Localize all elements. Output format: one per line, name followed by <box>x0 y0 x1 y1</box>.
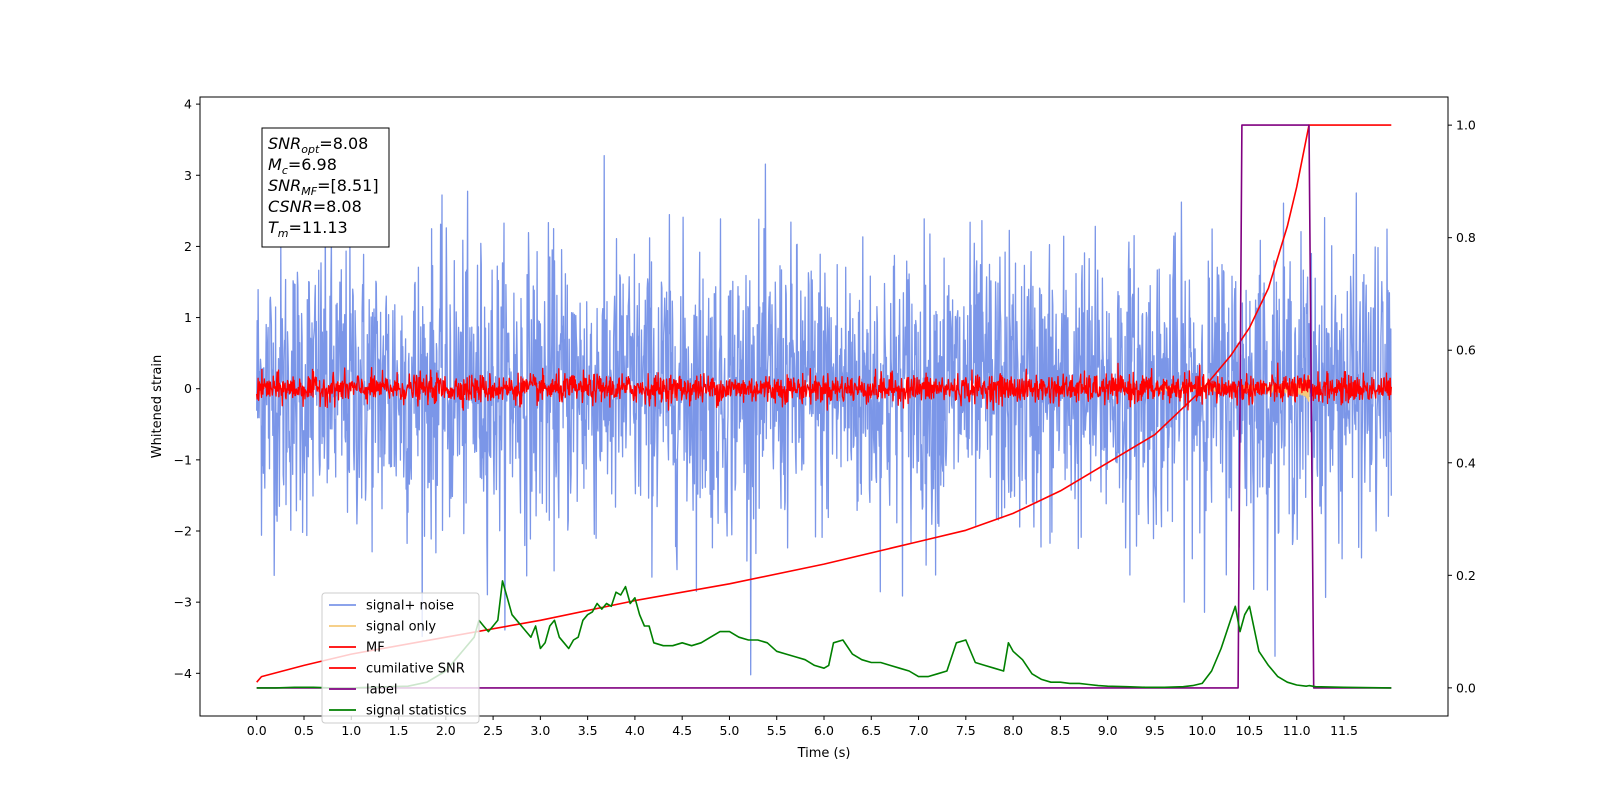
info-line: Mc=6.98 <box>268 155 337 177</box>
x-tick-label: 3.0 <box>530 723 550 738</box>
info-box-frame <box>261 127 390 248</box>
x-tick-label: 5.0 <box>720 723 740 738</box>
series-line-mf <box>256 362 1392 411</box>
legend-label: signal statistics <box>366 704 467 719</box>
x-tick-label: 3.5 <box>578 723 598 738</box>
legend-label: signal+ noise <box>366 599 454 614</box>
x-tick-label: 8.5 <box>1050 723 1070 738</box>
info-line: CSNR=8.08 <box>268 197 362 216</box>
x-axis-label: Time (s) <box>797 746 851 761</box>
legend: signal+ noise signal only MF cumilative SNR… <box>321 592 480 724</box>
legend-label: signal only <box>366 620 436 635</box>
x-tick-label: 0.5 <box>294 723 314 738</box>
y-axis-label: Whitened strain <box>150 355 165 458</box>
y2-tick-label: 0.6 <box>1456 343 1476 358</box>
x-tick-label: 10.5 <box>1236 723 1264 738</box>
y-tick-label: 1 <box>184 310 192 325</box>
x-tick-label: 4.0 <box>625 723 645 738</box>
x-tick-label: 11.0 <box>1283 723 1311 738</box>
x-tick-label: 9.0 <box>1098 723 1118 738</box>
y-tick-label: −3 <box>174 595 192 610</box>
info-line: Tm=11.13 <box>268 218 348 240</box>
x-tick-label: 7.0 <box>909 723 929 738</box>
y2-tick-label: 0.8 <box>1456 230 1476 245</box>
axes: 0.0 0.5 1.0 1.5 2.0 2.5 3.0 3.5 4.0 4.5 5.0 5.5 6.0 6… <box>150 96 1476 761</box>
x-tick-label: 9.5 <box>1145 723 1165 738</box>
x-tick-label: 6.5 <box>861 723 881 738</box>
y-tick-label: 3 <box>184 168 192 183</box>
x-tick-label: 1.0 <box>341 723 361 738</box>
y2-tick-label: 0.2 <box>1456 568 1476 583</box>
x-tick-label: 7.5 <box>956 723 976 738</box>
y-tick-label: 2 <box>184 239 192 254</box>
y2-tick-label: 0.0 <box>1456 680 1476 695</box>
x-tick-label: 1.5 <box>389 723 409 738</box>
series-line-signal-statistics <box>256 580 1392 689</box>
y-tick-label: −4 <box>174 666 192 681</box>
info-line: SNRopt=8.08 <box>268 134 368 156</box>
y-tick-label: 4 <box>184 97 192 112</box>
info-line: SNRMF=[8.51] <box>268 176 379 198</box>
x-tick-label: 6.0 <box>814 723 834 738</box>
legend-label: label <box>366 683 397 698</box>
y2-tick-label: 0.4 <box>1456 455 1476 470</box>
y-tick-label: −1 <box>174 452 192 467</box>
series-line-label <box>256 124 1392 689</box>
x-tick-label: 0.0 <box>247 723 267 738</box>
legend-frame <box>321 592 480 724</box>
x-tick-label: 5.5 <box>767 723 787 738</box>
x-tick-label: 2.0 <box>436 723 456 738</box>
y2-tick-label: 1.0 <box>1456 118 1476 133</box>
x-tick-label: 2.5 <box>483 723 503 738</box>
legend-label: MF <box>366 641 385 656</box>
legend-label: cumilative SNR <box>366 662 465 677</box>
y-tick-label: −2 <box>174 524 192 539</box>
x-tick-label: 11.5 <box>1330 723 1358 738</box>
x-tick-label: 10.0 <box>1188 723 1216 738</box>
series-line-signal-noise <box>256 155 1392 676</box>
y-tick-label: 0 <box>184 381 192 396</box>
x-tick-label: 8.0 <box>1003 723 1023 738</box>
x-tick-label: 4.5 <box>672 723 692 738</box>
